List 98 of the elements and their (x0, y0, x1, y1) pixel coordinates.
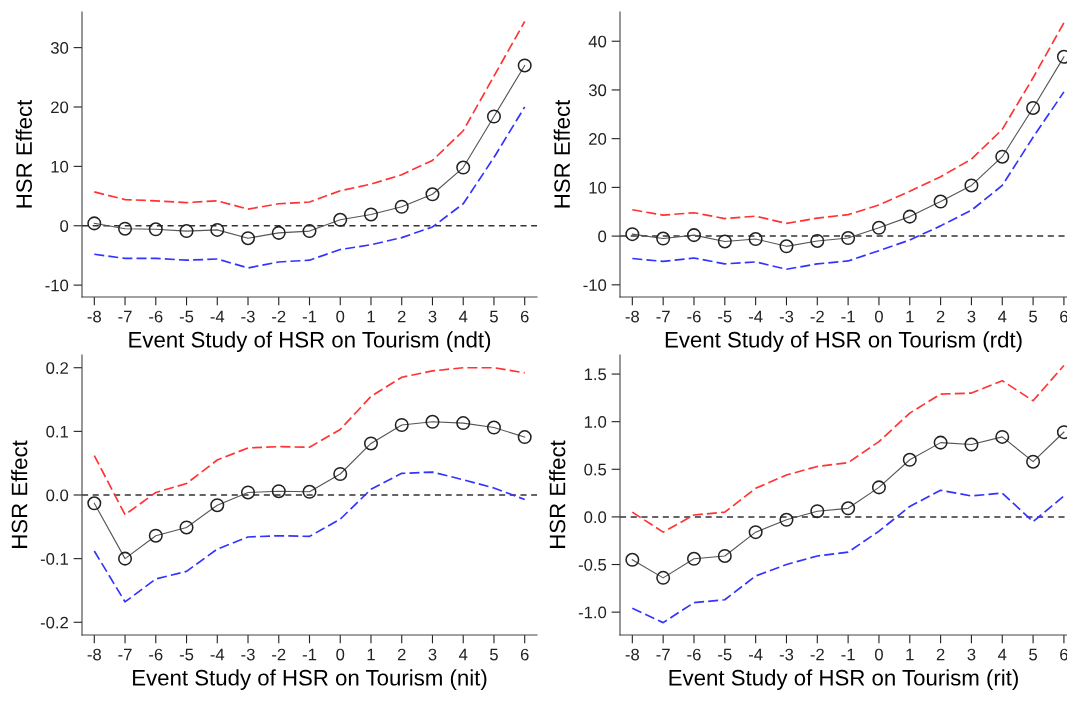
x-tick-label: 4 (458, 648, 468, 661)
x-axis-title: Event Study of HSR on Tourism (nit) (133, 669, 487, 690)
x-tick-label: -7 (118, 648, 132, 661)
x-tick-label: -1 (302, 648, 317, 661)
line-series (93, 366, 526, 516)
x-axis-title: Event Study of HSR on Tourism (ndt) (129, 331, 491, 352)
y-tick-label: -0.5 (578, 558, 607, 571)
line-series (631, 489, 1065, 624)
y-tick-label: 30 (50, 42, 69, 54)
x-tick-label: -2 (810, 310, 824, 323)
x-tick-label: 5 (1029, 310, 1038, 323)
x-tick-label: -8 (87, 648, 101, 661)
x-tick-label: -1 (841, 648, 855, 661)
x-tick-label: 4 (998, 648, 1007, 661)
y-axis-title: HSR Effect (11, 440, 28, 548)
x-tick-label: -4 (210, 648, 225, 661)
x-tick-label: 2 (397, 648, 406, 661)
x-tick-label: 4 (998, 310, 1007, 323)
x-tick-label: 0 (874, 648, 883, 661)
y-tick-label: 1.5 (584, 368, 607, 381)
x-tick-label: -2 (810, 648, 824, 661)
y-tick-label: 20 (51, 101, 69, 114)
x-tick-label: -5 (718, 310, 732, 323)
y-tick-label: 10 (589, 181, 607, 194)
line-series (93, 106, 526, 269)
x-tick-label: 0 (336, 648, 345, 661)
y-axis-title: HSR Effect (15, 99, 32, 208)
y-tick-label: -0.1 (40, 553, 68, 565)
line-series (93, 471, 526, 603)
line-series (631, 91, 1065, 271)
x-tick-label: -5 (718, 648, 732, 661)
y-tick-label: 10 (51, 160, 69, 173)
y-axis-title: HSR Effect (553, 99, 570, 208)
y-tick-label: 1.0 (584, 416, 607, 428)
y-tick-label: -10 (583, 279, 607, 292)
x-tick-label: 5 (489, 310, 498, 323)
y-tick-label: 0 (60, 220, 69, 232)
y-tick-label: -1.0 (578, 606, 607, 619)
x-tick-label: 5 (1029, 648, 1038, 661)
x-tick-label: -6 (687, 310, 701, 323)
x-tick-label: -2 (272, 648, 286, 661)
y-tick-label: 0.2 (46, 362, 68, 374)
x-tick-label: -8 (87, 310, 101, 323)
x-tick-label: 4 (458, 310, 468, 323)
y-axis-title: HSR Effect (549, 440, 566, 548)
y-tick-label: 0.0 (46, 489, 69, 502)
x-tick-label: -1 (302, 310, 317, 323)
x-tick-label: 6 (520, 310, 529, 323)
x-tick-label: 0 (874, 310, 883, 323)
y-tick-label: -10 (45, 279, 69, 292)
x-tick-label: 6 (1060, 310, 1067, 323)
x-tick-label: -1 (841, 310, 855, 323)
y-tick-label: 40 (588, 35, 607, 48)
x-tick-label: 5 (489, 648, 498, 661)
x-tick-label: -4 (748, 310, 763, 323)
x-tick-label: -4 (748, 648, 763, 661)
line-series (631, 21, 1065, 225)
x-tick-label: 6 (520, 648, 529, 661)
x-tick-label: 3 (967, 310, 976, 323)
x-tick-label: 3 (428, 648, 437, 661)
x-tick-label: -5 (179, 648, 194, 661)
x-tick-label: 3 (967, 648, 976, 661)
y-tick-label: 0 (598, 230, 607, 243)
x-tick-label: 1 (906, 310, 914, 323)
x-tick-label: 6 (1060, 648, 1067, 661)
x-tick-label: -6 (149, 648, 163, 661)
x-tick-label: -3 (779, 648, 794, 661)
x-tick-label: -4 (210, 310, 225, 323)
x-axis-title: Event Study of HSR on Tourism (rit) (669, 669, 1018, 690)
x-tick-label: 1 (367, 648, 375, 661)
x-tick-label: -7 (656, 310, 670, 323)
y-tick-label: 20 (589, 133, 607, 145)
x-tick-label: 2 (936, 648, 945, 661)
x-tick-label: 3 (428, 310, 437, 323)
x-axis-title: Event Study of HSR on Tourism (rdt) (665, 331, 1022, 352)
x-tick-label: -3 (241, 648, 255, 661)
x-tick-label: -8 (625, 310, 640, 323)
x-tick-label: -7 (118, 310, 132, 323)
y-tick-label: 0.5 (584, 463, 607, 476)
x-tick-label: -3 (779, 310, 794, 323)
x-tick-label: 2 (936, 310, 945, 323)
x-tick-label: 2 (397, 310, 406, 323)
line-series (93, 20, 526, 210)
x-tick-label: 1 (367, 310, 375, 323)
x-tick-label: -2 (272, 310, 286, 323)
x-tick-label: -5 (179, 310, 194, 323)
y-tick-label: 0.1 (46, 425, 68, 438)
x-tick-label: 1 (906, 648, 914, 661)
x-tick-label: -3 (241, 310, 255, 323)
x-tick-label: -8 (625, 648, 640, 661)
y-tick-label: 0.0 (584, 511, 607, 524)
x-tick-label: -6 (149, 310, 163, 323)
y-tick-label: 30 (588, 84, 607, 97)
y-tick-label: -0.2 (40, 616, 68, 629)
line-series (631, 364, 1065, 533)
x-tick-label: 0 (336, 310, 345, 323)
x-tick-label: -7 (656, 648, 670, 661)
x-tick-label: -6 (687, 648, 701, 661)
